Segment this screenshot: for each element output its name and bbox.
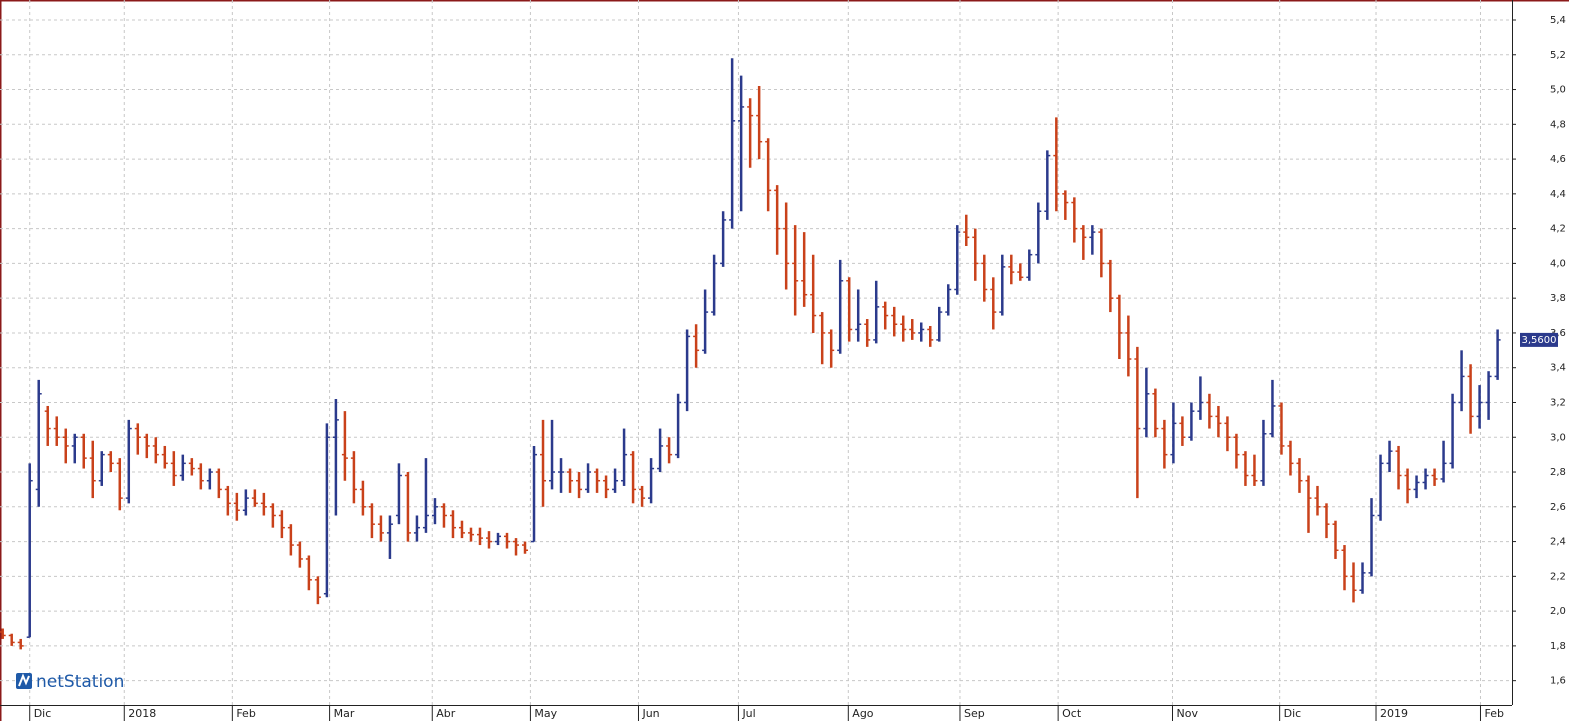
grid [0,0,1512,705]
bars [0,58,1501,650]
x-tick-label: Sep [964,707,985,720]
y-tick-label: 5,4 [1550,15,1566,26]
x-tick-label: Feb [1484,707,1503,720]
x-tick-label: 2019 [1380,707,1408,720]
y-tick-label: 2,8 [1550,467,1566,478]
y-tick-label: 2,0 [1550,606,1566,617]
x-tick-label: Dic [1284,707,1302,720]
x-tick-label: May [534,707,557,720]
y-tick-label: 3,2 [1550,397,1566,408]
x-tick-label: Ago [852,707,874,720]
x-tick-label: Dic [34,707,52,720]
brand-logo: netStation [16,672,124,692]
y-tick-label: 4,2 [1550,224,1566,235]
y-tick-label: 3,8 [1550,293,1566,304]
x-tick-label: Nov [1176,707,1198,720]
x-tick-label: Oct [1062,707,1082,720]
y-tick-label: 1,8 [1550,641,1566,652]
y-tick-label: 5,0 [1550,85,1566,96]
last-price-label: 3,5600 [1522,335,1557,346]
brand-text: netStation [36,672,124,692]
x-tick-label: 2018 [128,707,156,720]
y-tick-label: 1,6 [1550,676,1566,687]
y-tick-label: 3,0 [1550,432,1566,443]
logo-glyph [18,673,30,687]
logo-icon [16,673,32,689]
y-tick-label: 2,6 [1550,502,1566,513]
y-tick-label: 5,2 [1550,50,1566,61]
x-tick-label: Jul [741,707,755,720]
y-tick-label: 2,4 [1550,537,1566,548]
y-tick-label: 4,8 [1550,119,1566,130]
x-tick-label: Abr [436,707,456,720]
x-tick-label: Feb [236,707,255,720]
y-tick-label: 4,6 [1550,154,1566,165]
last-price-box [1520,332,1558,347]
y-tick-label: 4,0 [1550,258,1566,269]
x-tick-label: Jun [641,707,659,720]
x-tick-label: Mar [334,707,355,720]
y-tick-label: 4,4 [1550,189,1566,200]
y-tick-label: 3,4 [1550,363,1566,374]
y-tick-label: 2,2 [1550,571,1566,582]
